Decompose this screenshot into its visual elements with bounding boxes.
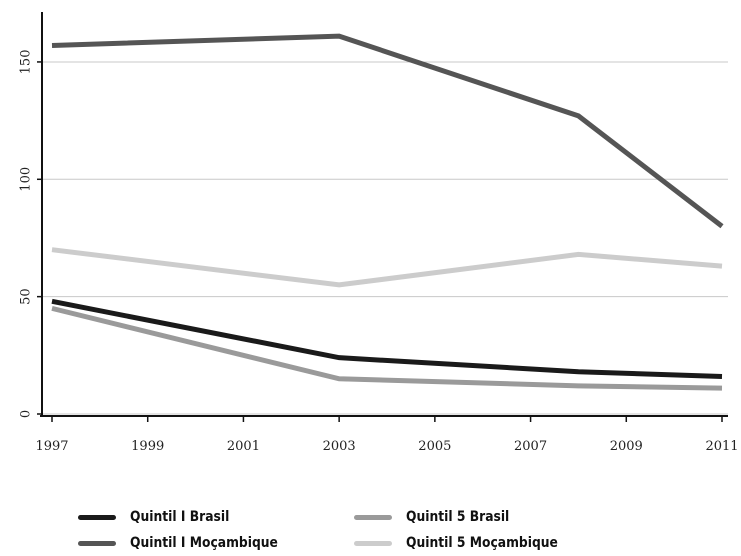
series-line-1 <box>51 33 724 229</box>
x-tick-label: 2001 <box>227 439 260 454</box>
y-tick-label: 150 <box>19 50 34 75</box>
y-tick-label: 50 <box>19 288 34 305</box>
legend-item-quintil-i-brasil: Quintil I Brasil <box>78 506 243 528</box>
legend-label: Quintil I Brasil <box>130 509 230 525</box>
x-tick-label: 2007 <box>514 439 547 454</box>
series-line-3 <box>51 247 723 288</box>
y-tick-label: 0 <box>19 410 34 418</box>
legend-item-quintil-5-mocambique: Quintil 5 Moçambique <box>354 532 579 554</box>
legend-label: Quintil 5 Moçambique <box>406 535 558 551</box>
series-lines <box>51 33 724 391</box>
legend-label: Quintil 5 Brasil <box>406 509 510 525</box>
x-tick-label: 1999 <box>131 439 164 454</box>
legend: Quintil I Brasil Quintil I Moçambique Qu… <box>78 506 638 554</box>
legend-swatch <box>78 514 116 520</box>
x-tick-label: 2011 <box>705 439 738 454</box>
x-tick-label: 1997 <box>35 439 68 454</box>
line-chart: 0 50 100 150 1997 1999 2001 2003 2005 2007 2009 201… <box>19 12 739 454</box>
legend-swatch <box>78 540 116 546</box>
grid-lines <box>42 61 728 415</box>
x-tick-label: 2009 <box>610 439 643 454</box>
legend-item-quintil-5-brasil: Quintil 5 Brasil <box>354 506 523 528</box>
axis-ticks: 0 50 100 150 1997 1999 2001 2003 2005 2007 2009 201… <box>19 50 739 454</box>
y-tick-label: 100 <box>19 167 34 192</box>
series-line-0 <box>51 298 723 379</box>
legend-swatch <box>354 540 392 546</box>
series-line-2 <box>51 305 723 391</box>
legend-item-quintil-i-mocambique: Quintil I Moçambique <box>78 532 298 554</box>
legend-swatch <box>354 514 392 520</box>
legend-label: Quintil I Moçambique <box>130 535 278 551</box>
x-tick-label: 2005 <box>418 439 451 454</box>
x-tick-label: 2003 <box>323 439 356 454</box>
